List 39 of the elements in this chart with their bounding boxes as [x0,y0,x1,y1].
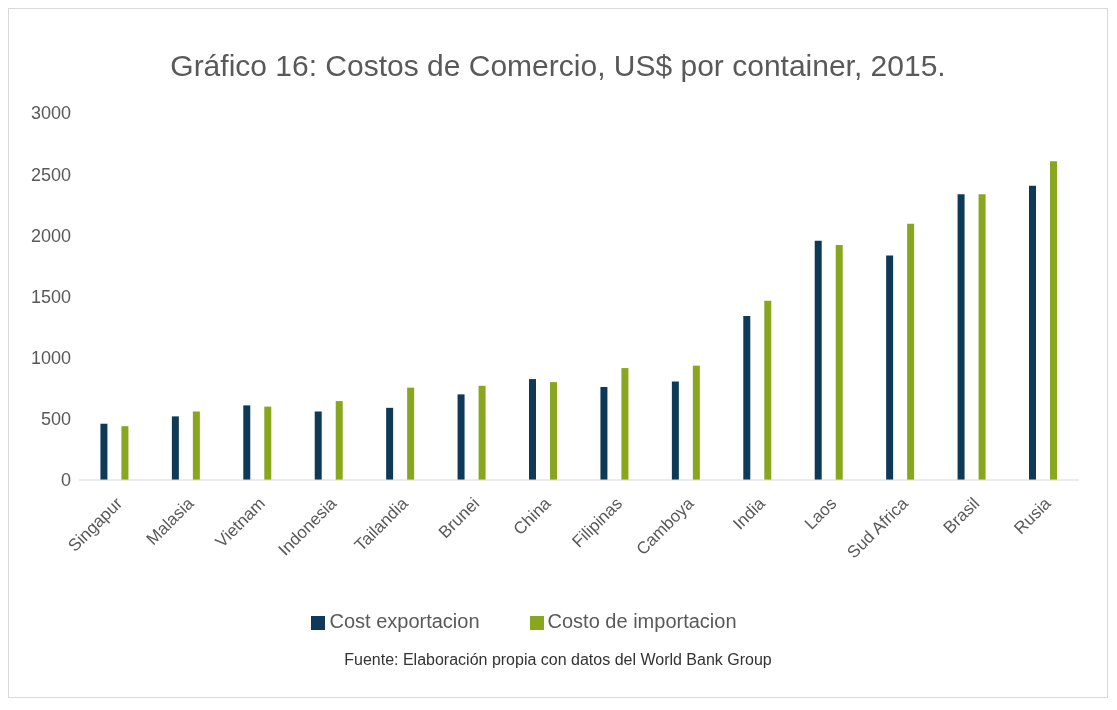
bar [1029,185,1036,480]
source-note: Fuente: Elaboración propia con datos del World Bank Group [343,651,773,669]
bar [692,365,700,480]
bar [886,255,894,480]
bar [1050,161,1057,480]
y-tick-label: 3000 [30,103,71,124]
bar [835,245,843,480]
legend-label: Cost exportacion [329,610,480,632]
y-tick-label: 2000 [30,225,71,246]
y-tick-label: 1500 [30,286,71,307]
chart-title: Gráfico 16: Costos de Comercio, US$ por container, 2015. [169,48,947,83]
bar [814,240,822,480]
y-tick-label: 0 [60,470,71,491]
bar [743,316,751,480]
bar [621,368,629,480]
bar [243,405,251,480]
bar [171,416,179,480]
bar [978,194,986,480]
bar [671,381,679,480]
bar [100,423,108,480]
y-tick-label: 1000 [30,348,71,369]
bar [550,382,557,480]
bar [264,406,272,480]
bar [764,300,772,480]
bar [957,194,965,480]
bar [529,379,536,480]
bar [407,387,415,480]
bar [478,385,486,480]
legend-label: Costo de importacion [547,610,737,632]
bar [121,426,129,480]
bar [386,407,394,480]
bar [335,401,343,480]
y-tick-label: 500 [40,409,71,430]
bar [457,394,465,480]
bar [314,411,322,480]
bar [907,223,915,480]
y-tick-label: 2500 [30,164,71,185]
bar [600,387,608,480]
bar [192,411,200,480]
